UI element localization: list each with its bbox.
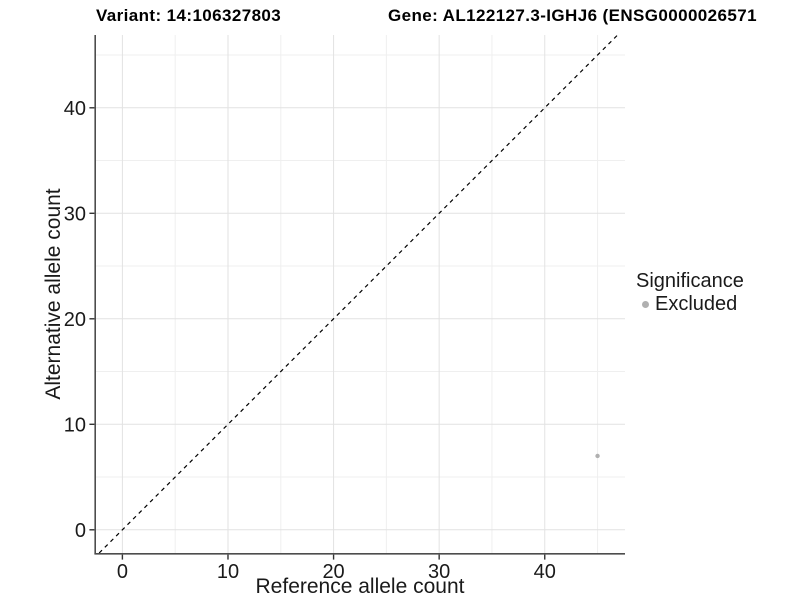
- x-tick-label: 30: [428, 561, 450, 583]
- identity-reference-line: [98, 34, 619, 554]
- y-tick-label: 0: [75, 520, 86, 542]
- data-point: [595, 453, 600, 459]
- y-tick-label: 10: [64, 414, 86, 436]
- x-tick-label: 40: [534, 561, 556, 583]
- legend-item-excluded: Excluded: [636, 293, 744, 315]
- x-tick-label: 10: [217, 561, 239, 583]
- x-axis-title: Reference allele count: [255, 575, 465, 598]
- plot-title-gene: Gene: AL122127.3-IGHJ6 (ENSG0000026571: [388, 6, 757, 25]
- legend-title: Significance: [636, 270, 744, 292]
- y-tick-label: 30: [64, 203, 86, 225]
- y-axis-title: Alternative allele count: [42, 188, 65, 400]
- legend-item-label: Excluded: [655, 293, 738, 315]
- legend-point-icon: [642, 300, 649, 308]
- legend: Significance Excluded: [636, 269, 744, 315]
- y-tick-label: 40: [64, 98, 86, 120]
- y-tick-label: 20: [64, 309, 86, 331]
- plot-title-variant: Variant: 14:106327803: [96, 6, 282, 25]
- x-tick-label: 0: [117, 561, 128, 583]
- x-tick-label: 20: [322, 561, 344, 583]
